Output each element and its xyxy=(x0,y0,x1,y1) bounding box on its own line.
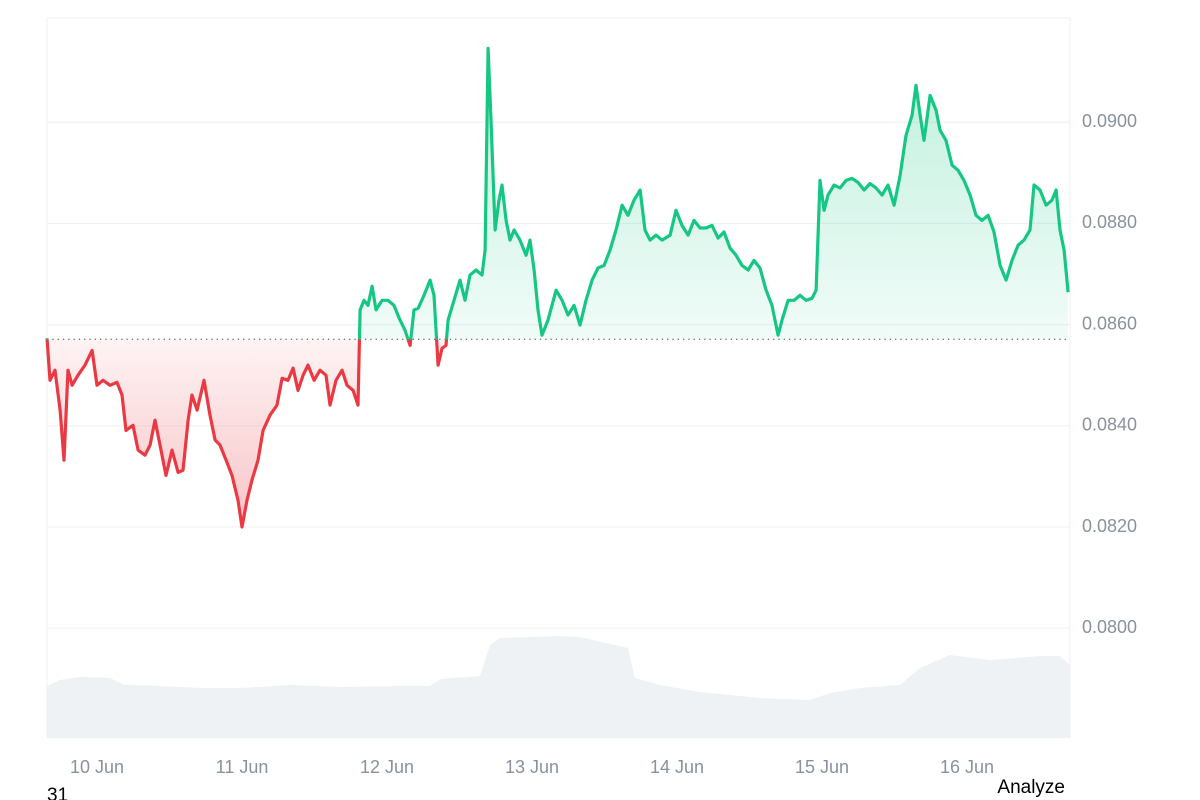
x-tick-label: 15 Jun xyxy=(795,757,849,777)
price-area xyxy=(47,48,1069,528)
x-tick-label: 10 Jun xyxy=(70,757,124,777)
y-tick-label: 0.0880 xyxy=(1082,212,1137,232)
cut-label: 31 xyxy=(47,785,68,800)
x-tick-label: 12 Jun xyxy=(360,757,414,777)
volume-area xyxy=(47,636,1070,738)
x-tick-label: 13 Jun xyxy=(505,757,559,777)
price-line xyxy=(45,46,1070,529)
y-tick-label: 0.0900 xyxy=(1082,111,1137,131)
y-tick-label: 0.0840 xyxy=(1082,415,1137,435)
y-tick-label: 0.0800 xyxy=(1082,617,1137,637)
analyze-button[interactable]: Analyze xyxy=(997,777,1065,798)
y-tick-label: 0.0860 xyxy=(1082,313,1137,333)
plot-layer: 0.0800 0.0820 0.0840 0.0860 0.0880 0.0900 10 J… xyxy=(45,46,1137,777)
x-tick-label: 11 Jun xyxy=(216,757,269,777)
x-tick-label: 16 Jun xyxy=(940,757,994,777)
y-tick-label: 0.0820 xyxy=(1082,516,1137,536)
x-tick-label: 14 Jun xyxy=(650,757,704,777)
